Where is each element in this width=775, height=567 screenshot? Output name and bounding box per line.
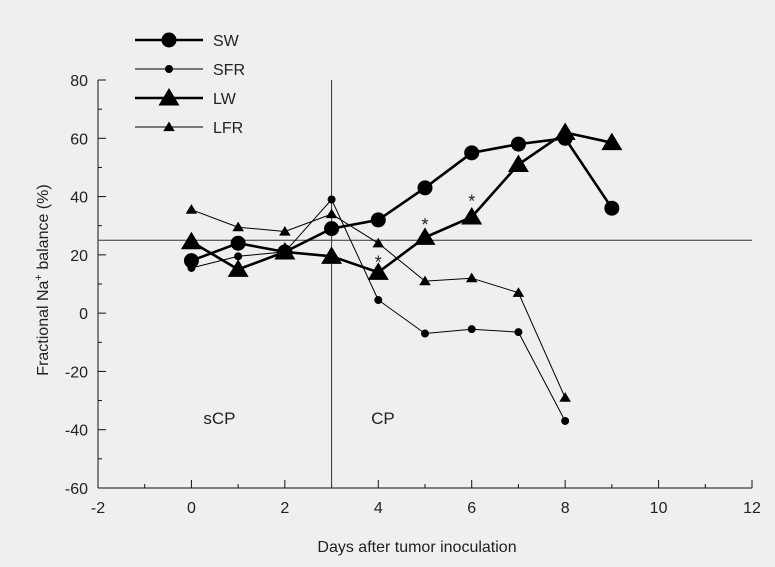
series-sfr-point [467,325,476,334]
plot-annotations: sCP CP * * * [203,191,475,427]
series-sfr-point [514,328,523,337]
x-tick-label: -2 [91,500,105,517]
series-sfr-point [234,252,243,261]
y-tick-label: 80 [70,73,88,90]
series-lfr-point [232,221,244,232]
x-tick-label: 2 [280,500,289,517]
x-axis-title: Days after tumor inoculation [317,539,516,556]
y-tick-label: 60 [70,131,88,148]
y-tick-label: -20 [65,364,88,381]
series-sw-point [324,221,340,237]
series-lw-point [461,206,483,225]
series-sw-point [464,145,480,161]
significance-marker: * [468,191,475,211]
y-tick-label: -60 [65,481,88,498]
legend-lw-label: LW [213,91,237,108]
x-tick-label: 12 [743,500,761,517]
legend-sw-point [161,32,177,48]
legend: SW SFR LW LFR [135,32,245,137]
series-lw-point [601,132,623,151]
series-lw [180,122,623,280]
series-sfr-point [374,296,383,305]
series-sw-point [604,200,620,216]
x-tick-label: 6 [467,500,476,517]
plot-series [180,122,623,425]
x-tick-label: 0 [187,500,196,517]
series-sw-line [190,136,613,262]
series-sfr-point [187,263,196,272]
series-lw-line [190,131,613,274]
x-tick-label: 8 [561,500,570,517]
series-lfr [185,204,571,402]
series-lfr-point [372,237,385,248]
series-lfr-point [325,208,338,219]
series-sw-point [183,253,199,269]
series-sw-point [370,212,386,228]
series-sw-point [230,235,246,251]
series-lfr-point [465,272,478,283]
series-lw-point [274,241,296,260]
legend-lfr-point [163,121,175,132]
series-lfr-point [419,275,431,286]
series-sfr-point [421,329,429,338]
y-axis-title: Fractional Na+ balance (%) [33,184,52,375]
series-lw-point [227,259,249,277]
legend-lfr-label: LFR [213,120,243,137]
series-lfr-point [559,392,571,402]
series-lfr-point [512,287,525,297]
series-lw-point [367,262,389,280]
series-sfr-point [327,195,336,204]
x-tick-label: 4 [374,500,383,517]
legend-sfr-point [165,65,173,73]
legend-lw-point [158,88,180,106]
legend-sfr-label: SFR [213,62,245,79]
series-lfr-point [185,204,198,214]
phase-label: sCP [203,409,235,428]
significance-marker: * [421,215,428,235]
series-lw-point [507,154,529,173]
series-lfr-point [279,226,291,236]
series-lw-point [554,122,576,140]
x-tick-label: 10 [650,500,668,517]
series-sw-point [510,136,526,152]
series-lw-point [180,231,202,250]
y-tick-label: 40 [70,190,88,207]
series-sfr-point [561,416,570,425]
y-tick-label: -40 [65,423,88,440]
y-tick-label: 20 [70,248,88,265]
series-sfr [187,195,570,425]
y-tick-label: 0 [79,306,88,323]
series-lw-point [414,227,436,245]
series-lw-point [321,246,343,264]
significance-marker: * [375,253,382,273]
phase-label: CP [371,409,395,428]
series-sw-point [417,180,433,196]
legend-sw-label: SW [213,33,240,50]
